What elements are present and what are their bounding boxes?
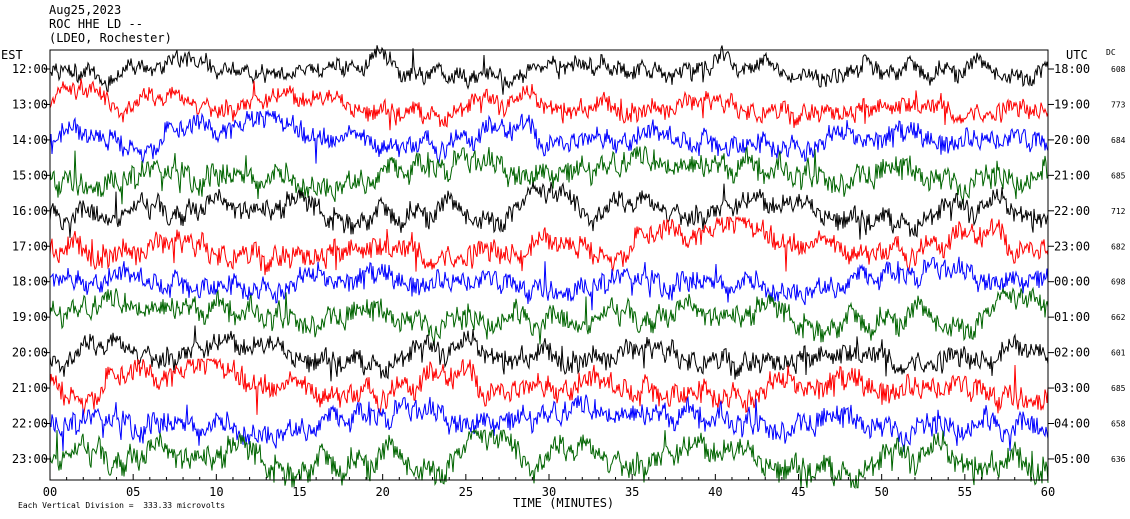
utc-time-label: 00:00 bbox=[1054, 275, 1090, 289]
est-time-label: 18:00 bbox=[12, 275, 48, 289]
x-tick-label: 45 bbox=[791, 485, 805, 499]
est-axis-label: EST bbox=[1, 48, 23, 62]
dc-offset-label: 662 bbox=[1111, 313, 1126, 322]
est-time-label: 21:00 bbox=[12, 381, 48, 395]
x-tick-label: 15 bbox=[292, 485, 306, 499]
dc-offset-label: 682 bbox=[1111, 242, 1126, 251]
utc-time-label: 02:00 bbox=[1054, 346, 1090, 360]
dc-offset-label: 685 bbox=[1111, 171, 1126, 180]
dc-offset-label: 712 bbox=[1111, 207, 1126, 216]
utc-time-label: 22:00 bbox=[1054, 204, 1090, 218]
utc-time-label: 03:00 bbox=[1054, 381, 1090, 395]
trace-1200 bbox=[49, 45, 1049, 95]
est-time-label: 12:00 bbox=[12, 62, 48, 76]
utc-time-label: 20:00 bbox=[1054, 133, 1090, 147]
trace-2100 bbox=[49, 357, 1049, 415]
tick-group bbox=[44, 68, 1054, 480]
x-tick-label: 30 bbox=[542, 485, 556, 499]
utc-time-label: 19:00 bbox=[1054, 97, 1090, 111]
utc-time-label: 05:00 bbox=[1054, 452, 1090, 466]
est-time-label: 15:00 bbox=[12, 168, 48, 182]
trace-1400 bbox=[49, 109, 1049, 164]
trace-1500 bbox=[49, 145, 1048, 205]
est-time-label: 20:00 bbox=[12, 346, 48, 360]
est-time-label: 22:00 bbox=[12, 417, 48, 431]
trace-1800 bbox=[49, 256, 1049, 311]
x-tick-label: 25 bbox=[459, 485, 473, 499]
est-time-label: 13:00 bbox=[12, 97, 48, 111]
scale-note: Each Vertical Division = 333.33 microvol… bbox=[18, 501, 226, 510]
x-tick-label: 35 bbox=[625, 485, 639, 499]
utc-time-label: 23:00 bbox=[1054, 239, 1090, 253]
dc-offset-label: 684 bbox=[1111, 136, 1126, 145]
header-location: (LDEO, Rochester) bbox=[49, 31, 172, 45]
x-tick-label: 20 bbox=[375, 485, 389, 499]
trace-2000 bbox=[49, 325, 1049, 382]
est-time-label: 14:00 bbox=[12, 133, 48, 147]
dc-offset-label: 658 bbox=[1111, 420, 1126, 429]
trace-2300 bbox=[49, 428, 1049, 489]
est-time-label: 17:00 bbox=[12, 239, 48, 253]
trace-1900 bbox=[49, 286, 1049, 346]
dc-offset-label: 608 bbox=[1111, 65, 1126, 74]
trace-group bbox=[49, 45, 1049, 489]
dc-offset-label: 698 bbox=[1111, 278, 1126, 287]
utc-time-label: 01:00 bbox=[1054, 310, 1090, 324]
est-time-label: 23:00 bbox=[12, 452, 48, 466]
utc-time-label: 04:00 bbox=[1054, 417, 1090, 431]
x-axis-label: TIME (MINUTES) bbox=[513, 496, 615, 510]
header-date: Aug25,2023 bbox=[49, 3, 122, 17]
header-station: ROC HHE LD -- bbox=[49, 17, 143, 31]
trace-1700 bbox=[49, 215, 1049, 276]
dc-offset-label: 685 bbox=[1111, 384, 1126, 393]
dc-column-label: DC bbox=[1106, 48, 1116, 57]
est-time-label: 16:00 bbox=[12, 204, 48, 218]
utc-time-label: 18:00 bbox=[1054, 62, 1090, 76]
x-tick-label: 50 bbox=[874, 485, 888, 499]
utc-axis-label: UTC bbox=[1066, 48, 1088, 62]
dc-offset-label: 636 bbox=[1111, 455, 1126, 464]
label-group: 12:00 18:00 608 13:00 19:00 773 14:00 20:00 684 1… bbox=[12, 62, 1126, 499]
trace-2200 bbox=[49, 394, 1049, 453]
x-tick-label: 60 bbox=[1041, 485, 1055, 499]
trace-1600 bbox=[49, 181, 1049, 240]
x-tick-label: 00 bbox=[43, 485, 57, 499]
x-tick-label: 05 bbox=[126, 485, 140, 499]
x-tick-label: 10 bbox=[209, 485, 223, 499]
dc-offset-label: 601 bbox=[1111, 349, 1126, 358]
x-tick-label: 55 bbox=[958, 485, 972, 499]
x-tick-label: 40 bbox=[708, 485, 722, 499]
trace-1300 bbox=[49, 78, 1049, 131]
utc-time-label: 21:00 bbox=[1054, 168, 1090, 182]
dc-offset-label: 773 bbox=[1111, 100, 1126, 109]
est-time-label: 19:00 bbox=[12, 310, 48, 324]
